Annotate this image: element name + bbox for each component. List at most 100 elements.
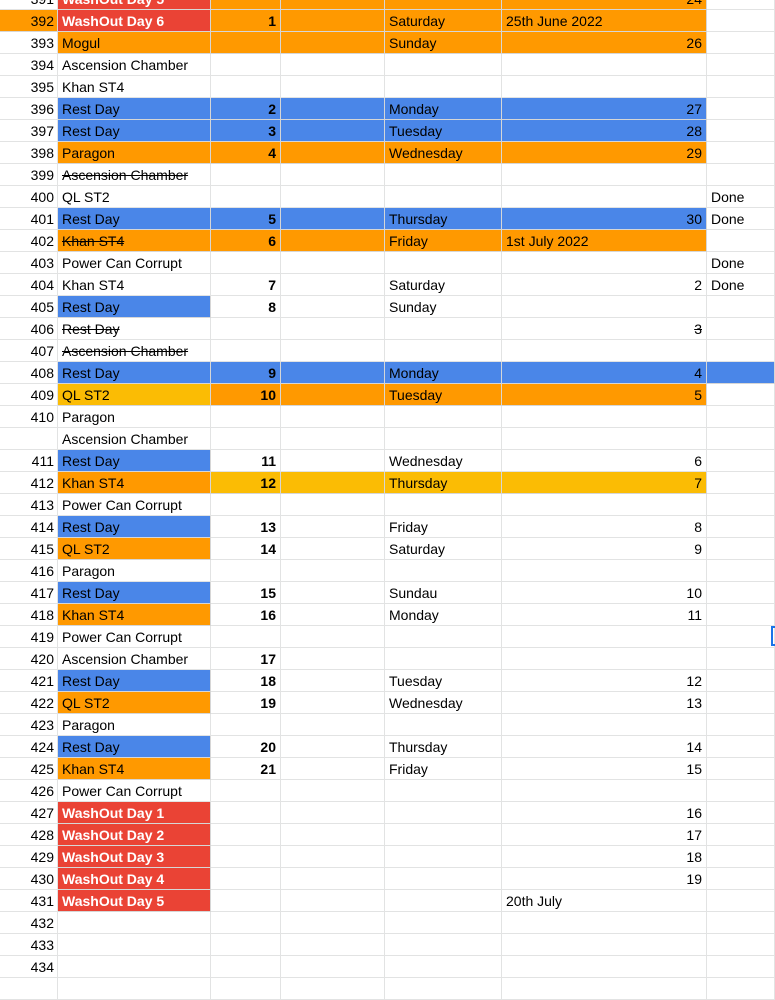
cell-status[interactable] <box>707 318 775 340</box>
cell-empty[interactable] <box>281 714 385 736</box>
cell-task[interactable]: WashOut Day 1 <box>58 802 211 824</box>
cell-weekday[interactable]: Thursday <box>385 472 502 494</box>
cell-empty[interactable] <box>281 230 385 252</box>
cell-weekday[interactable]: Sundau <box>385 582 502 604</box>
row-header[interactable]: 401 <box>0 208 58 230</box>
cell-status[interactable] <box>707 604 775 626</box>
cell-task[interactable]: Power Can Corrupt <box>58 626 211 648</box>
row-header[interactable]: 394 <box>0 54 58 76</box>
row-header[interactable]: 392 <box>0 10 58 32</box>
cell-status[interactable]: Done <box>707 274 775 296</box>
cell-day-number[interactable]: 7 <box>211 274 281 296</box>
row-header[interactable]: 424 <box>0 736 58 758</box>
row-header[interactable]: 434 <box>0 956 58 978</box>
cell-date[interactable] <box>502 76 707 98</box>
cell-weekday[interactable] <box>385 186 502 208</box>
cell-date[interactable]: 27 <box>502 98 707 120</box>
cell-empty[interactable] <box>281 560 385 582</box>
cell-status[interactable] <box>707 538 775 560</box>
row-header[interactable]: 431 <box>0 890 58 912</box>
cell-day-number[interactable] <box>211 868 281 890</box>
cell-weekday[interactable]: Monday <box>385 98 502 120</box>
cell-status[interactable] <box>707 934 775 956</box>
cell-empty[interactable] <box>281 450 385 472</box>
cell-date[interactable]: 3 <box>502 318 707 340</box>
cell-weekday[interactable]: Friday <box>385 516 502 538</box>
cell-task[interactable]: Rest Day <box>58 208 211 230</box>
cell-status[interactable] <box>707 362 775 384</box>
cell-weekday[interactable]: Friday <box>385 758 502 780</box>
cell-status[interactable] <box>707 736 775 758</box>
cell-date[interactable] <box>502 780 707 802</box>
row-header[interactable]: 429 <box>0 846 58 868</box>
row-header[interactable]: 412 <box>0 472 58 494</box>
cell-day-number[interactable]: 12 <box>211 472 281 494</box>
cell-empty[interactable] <box>281 98 385 120</box>
cell-day-number[interactable] <box>211 164 281 186</box>
cell-day-number[interactable] <box>211 54 281 76</box>
cell-status[interactable] <box>707 846 775 868</box>
cell-task[interactable]: Power Can Corrupt <box>58 494 211 516</box>
cell-date[interactable]: 30 <box>502 208 707 230</box>
row-header[interactable]: 428 <box>0 824 58 846</box>
cell-empty[interactable] <box>281 120 385 142</box>
cell-empty[interactable] <box>281 648 385 670</box>
cell-date[interactable] <box>502 934 707 956</box>
cell-task[interactable]: Paragon <box>58 560 211 582</box>
cell-status[interactable] <box>707 670 775 692</box>
cell-day-number[interactable]: 5 <box>211 208 281 230</box>
cell-empty[interactable] <box>281 692 385 714</box>
cell-day-number[interactable]: 9 <box>211 362 281 384</box>
cell-day-number[interactable]: 18 <box>211 670 281 692</box>
cell-weekday[interactable]: Monday <box>385 362 502 384</box>
cell-status[interactable]: Done <box>707 208 775 230</box>
cell-status[interactable] <box>707 384 775 406</box>
cell-date[interactable]: 1st July 2022 <box>502 230 707 252</box>
cell-empty[interactable] <box>281 318 385 340</box>
cell-date[interactable]: 29 <box>502 142 707 164</box>
cell-task[interactable]: WashOut Day 5 <box>58 0 211 10</box>
cell-weekday[interactable]: Monday <box>385 604 502 626</box>
cell-day-number[interactable] <box>211 32 281 54</box>
cell-day-number[interactable] <box>211 76 281 98</box>
cell-empty[interactable] <box>281 54 385 76</box>
cell-day-number[interactable] <box>211 714 281 736</box>
cell-date[interactable]: 6 <box>502 450 707 472</box>
cell-date[interactable] <box>502 252 707 274</box>
cell-weekday[interactable] <box>385 934 502 956</box>
cell-empty[interactable] <box>281 934 385 956</box>
cell-status[interactable] <box>707 230 775 252</box>
row-header[interactable]: 405 <box>0 296 58 318</box>
cell-status[interactable] <box>707 10 775 32</box>
cell-day-number[interactable] <box>211 780 281 802</box>
cell-date[interactable] <box>502 912 707 934</box>
cell-weekday[interactable] <box>385 428 502 450</box>
cell-day-number[interactable]: 17 <box>211 648 281 670</box>
cell-date[interactable] <box>502 428 707 450</box>
cell-day-number[interactable] <box>211 802 281 824</box>
cell-status[interactable] <box>707 296 775 318</box>
row-header[interactable]: 415 <box>0 538 58 560</box>
cell-day-number[interactable]: 14 <box>211 538 281 560</box>
cell-date[interactable] <box>502 340 707 362</box>
cell-day-number[interactable] <box>211 978 281 1000</box>
cell-empty[interactable] <box>281 10 385 32</box>
cell-weekday[interactable]: Tuesday <box>385 384 502 406</box>
cell-day-number[interactable] <box>211 428 281 450</box>
row-header[interactable]: 406 <box>0 318 58 340</box>
cell-status[interactable] <box>707 780 775 802</box>
cell-day-number[interactable] <box>211 318 281 340</box>
cell-weekday[interactable] <box>385 560 502 582</box>
cell-day-number[interactable]: 6 <box>211 230 281 252</box>
cell-weekday[interactable]: Thursday <box>385 736 502 758</box>
cell-date[interactable] <box>502 406 707 428</box>
cell-task[interactable]: Rest Day <box>58 582 211 604</box>
cell-task[interactable]: Khan ST4 <box>58 472 211 494</box>
row-header[interactable]: 419 <box>0 626 58 648</box>
cell-status[interactable]: Done <box>707 252 775 274</box>
row-header[interactable]: 411 <box>0 450 58 472</box>
cell-task[interactable]: Rest Day <box>58 98 211 120</box>
cell-task[interactable]: Ascension Chamber <box>58 340 211 362</box>
row-header[interactable]: 395 <box>0 76 58 98</box>
cell-status[interactable] <box>707 450 775 472</box>
